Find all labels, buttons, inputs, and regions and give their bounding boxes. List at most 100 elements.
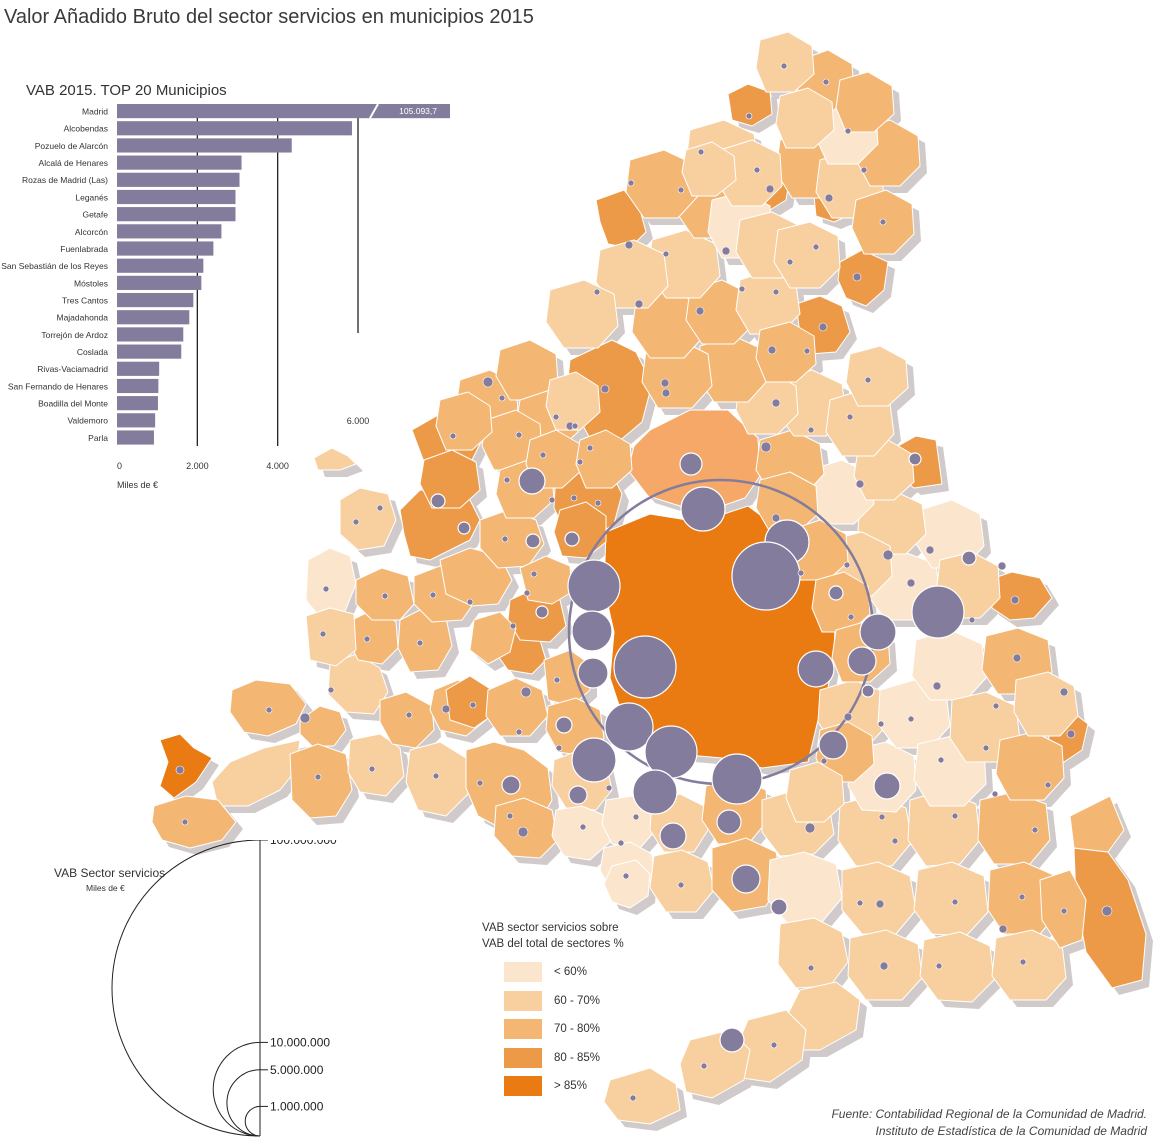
municipality-bubble bbox=[319, 630, 327, 638]
size-scale-arc bbox=[212, 1041, 261, 1137]
municipality-bubble bbox=[879, 218, 887, 226]
municipality-bubble bbox=[935, 962, 943, 970]
municipality bbox=[775, 87, 835, 149]
municipality-bubble bbox=[772, 288, 780, 296]
municipality-bubble bbox=[961, 550, 977, 566]
bar-chart-title: VAB 2015. TOP 20 Municipios bbox=[26, 82, 227, 99]
municipality-bubble bbox=[509, 622, 517, 630]
municipality bbox=[545, 279, 619, 349]
municipality-bubble bbox=[501, 775, 521, 795]
municipality-bubble bbox=[568, 785, 588, 805]
municipality-bubble bbox=[548, 496, 556, 504]
municipality bbox=[575, 429, 633, 489]
municipality-bubble bbox=[1044, 781, 1052, 789]
municipality-bubble bbox=[405, 711, 413, 719]
municipality-bubble bbox=[770, 1041, 778, 1049]
municipality-bubble bbox=[951, 898, 959, 906]
municipality-bubble bbox=[812, 243, 820, 251]
municipality-bubble bbox=[745, 112, 753, 120]
municipality-bubble bbox=[515, 431, 523, 439]
municipality-bubble bbox=[1010, 595, 1020, 605]
municipality-bubble bbox=[864, 376, 872, 384]
municipality-bubble bbox=[807, 964, 815, 972]
municipality-bubble bbox=[577, 657, 609, 689]
municipality bbox=[685, 279, 755, 345]
municipality-bubble bbox=[891, 837, 899, 845]
municipality-bubble bbox=[555, 744, 563, 752]
bar bbox=[117, 275, 202, 290]
municipality bbox=[845, 345, 909, 407]
municipality bbox=[995, 731, 1065, 801]
municipality-bubble bbox=[906, 578, 916, 588]
municipality-bubble bbox=[765, 184, 775, 194]
bar bbox=[117, 241, 214, 256]
municipality-bubble bbox=[586, 444, 594, 452]
size-scale-arcs: 100.000.000 10.000.000 5.000.000 1.000.000 bbox=[111, 840, 337, 1137]
municipality-bubble bbox=[731, 864, 761, 894]
municipality-bubble bbox=[632, 769, 678, 815]
legend-title-line2: VAB del total de sectores % bbox=[482, 938, 624, 950]
bar-category-label: Pozuelo de Alarcón bbox=[35, 141, 109, 151]
municipality-bubble bbox=[469, 701, 477, 709]
legend-swatch bbox=[504, 1076, 542, 1097]
bar-category-label: Rozas de Madrid (Las) bbox=[22, 175, 108, 185]
bar-chart-x-ticks: 0 2.000 4.000 6.000 bbox=[117, 416, 369, 471]
bar-category-label: Parla bbox=[88, 433, 108, 443]
legend-item: < 60% bbox=[482, 958, 624, 987]
municipality-bubble bbox=[605, 784, 613, 792]
municipality-bubble bbox=[530, 570, 538, 578]
size-scale-arc bbox=[244, 1105, 261, 1137]
municipality bbox=[159, 733, 213, 799]
bar-category-label: Getafe bbox=[82, 210, 108, 220]
municipality-bubble bbox=[873, 772, 901, 800]
bar-category-label: Tres Cantos bbox=[62, 295, 108, 305]
municipality bbox=[347, 733, 405, 797]
municipality-bubble bbox=[571, 737, 617, 783]
municipality-bubble bbox=[552, 413, 560, 421]
municipality-bubble bbox=[828, 585, 844, 601]
municipality-bubble bbox=[570, 494, 578, 502]
municipality-bubble bbox=[1018, 893, 1026, 901]
municipality-bubble bbox=[677, 881, 685, 889]
municipality-bubble bbox=[1019, 958, 1027, 966]
municipality-bubble bbox=[731, 541, 801, 611]
bar-category-label: Leganés bbox=[75, 192, 108, 202]
municipality bbox=[419, 449, 481, 509]
bar bbox=[117, 224, 222, 239]
municipality-bubble bbox=[875, 899, 885, 909]
municipality-bubble bbox=[780, 62, 788, 70]
bar-category-label: Alcobendas bbox=[64, 124, 108, 134]
municipality bbox=[785, 761, 845, 823]
bar-value-label: 105.093,7 bbox=[399, 106, 437, 116]
municipality-bubble bbox=[1059, 687, 1069, 697]
municipality bbox=[313, 447, 357, 471]
municipality-bubble bbox=[629, 1094, 637, 1102]
municipality-bubble bbox=[982, 744, 990, 752]
source-line1: Fuente: Contabilidad Regional de la Comu… bbox=[831, 1107, 1147, 1121]
municipality-bubble bbox=[1060, 907, 1068, 915]
municipality-bubble bbox=[760, 441, 772, 453]
municipality-bubble bbox=[878, 813, 886, 821]
municipality-bubble bbox=[265, 706, 273, 714]
size-scale-unit: Miles de € bbox=[86, 883, 125, 893]
bar-category-label: Boadilla del Monte bbox=[38, 399, 108, 409]
municipality bbox=[681, 141, 737, 197]
municipality-bubble bbox=[501, 535, 509, 543]
municipality bbox=[755, 471, 819, 533]
municipality-bubble bbox=[429, 591, 437, 599]
municipality-bubble bbox=[517, 826, 529, 838]
municipality-bubble bbox=[594, 499, 602, 507]
municipality-bubble bbox=[430, 493, 446, 509]
municipality-bubble bbox=[786, 258, 794, 266]
legend-item: > 85% bbox=[482, 1072, 624, 1101]
bar bbox=[117, 172, 240, 187]
bar-category-label: Majadahonda bbox=[56, 313, 108, 323]
municipality-bubble bbox=[466, 598, 474, 606]
municipality-bubble bbox=[998, 924, 1008, 934]
bar bbox=[117, 155, 242, 170]
municipality-bubble bbox=[822, 78, 830, 86]
municipality-bubble bbox=[299, 712, 311, 724]
bar-break-mark bbox=[369, 103, 379, 119]
municipality-bubble bbox=[175, 765, 185, 775]
